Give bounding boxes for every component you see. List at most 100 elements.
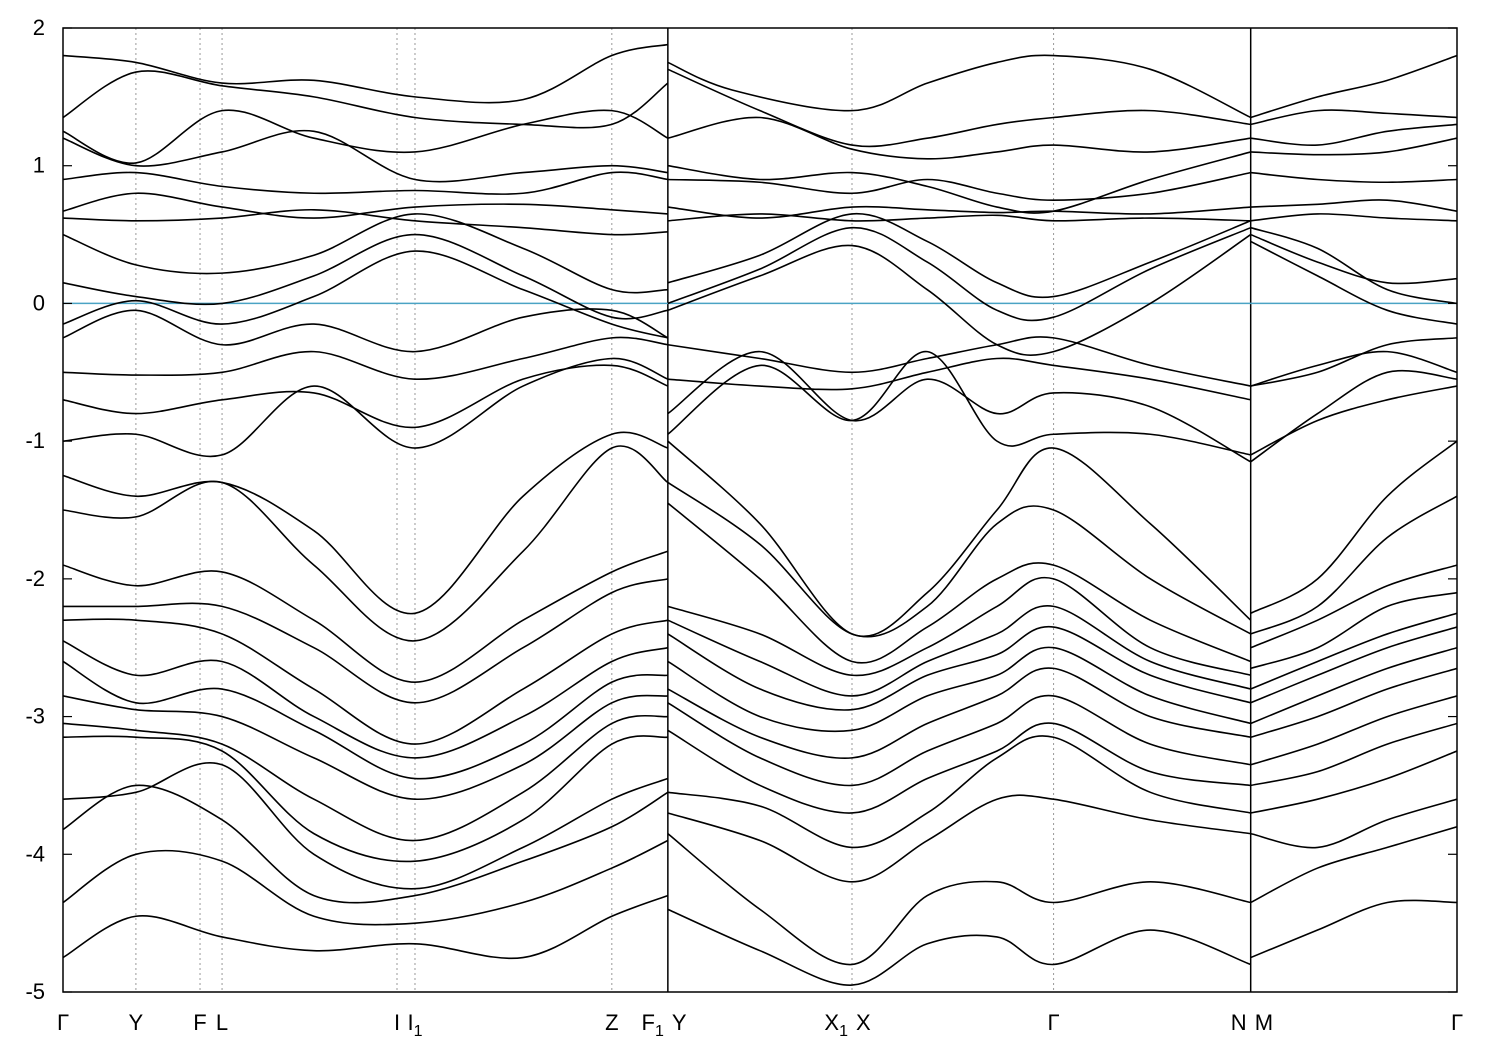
plot-frame [62, 27, 1458, 993]
band-line [63, 550, 669, 683]
band-line [1250, 369, 1457, 463]
x-tick-label: Γ [57, 1010, 69, 1035]
band-line [1250, 722, 1457, 787]
band-line [667, 68, 1251, 148]
band-line [667, 735, 1251, 849]
band-line [63, 839, 669, 926]
band-line [667, 481, 1252, 638]
band-line [1250, 646, 1457, 725]
y-tick-label: 1 [33, 153, 45, 178]
y-tick-label: -2 [25, 566, 45, 591]
band-line [1250, 350, 1457, 387]
band-line [63, 445, 669, 642]
x-tick-label: Y [129, 1010, 144, 1035]
band-line [1250, 199, 1457, 212]
band-line [63, 357, 669, 458]
y-tick-label: 2 [33, 15, 45, 40]
x-axis-ticks: Γ Y F L I I1 Z F1 Y X1 X Γ N M Γ [57, 1010, 1463, 1040]
band-line [667, 833, 1251, 966]
band-line [63, 233, 668, 320]
x-tick-label: F [193, 1010, 206, 1035]
band-line [667, 722, 1251, 814]
band-line [667, 576, 1251, 677]
band-line [667, 694, 1251, 787]
band-line [1250, 337, 1457, 387]
x-tick-label: M [1255, 1010, 1273, 1035]
band-line [1250, 798, 1457, 849]
y-tick-label: -1 [25, 428, 45, 453]
x-tick-label: Γ [1451, 1010, 1463, 1035]
band-line [63, 784, 669, 904]
band-line [1250, 233, 1457, 285]
band-line [1250, 213, 1457, 222]
band-line [63, 735, 668, 863]
band-line [1250, 54, 1457, 119]
y-tick-label: -3 [25, 704, 45, 729]
band-line [1250, 564, 1457, 649]
band-line [1250, 240, 1457, 325]
band-line [1250, 825, 1457, 904]
band-line [667, 233, 1252, 356]
x-tick-label: I [394, 1010, 400, 1035]
y-tick-label: 0 [33, 290, 45, 315]
band-line [667, 205, 1251, 219]
band-line [63, 70, 669, 129]
band-line [1250, 667, 1457, 738]
band-line [63, 213, 668, 294]
band-line [63, 431, 669, 615]
band-line [667, 116, 1251, 160]
band-line [63, 43, 669, 104]
band-line [63, 336, 668, 380]
x-tick-label: N [1231, 1010, 1247, 1035]
y-tick-label: -4 [25, 841, 45, 866]
band-line [667, 350, 1251, 456]
band-line [63, 894, 669, 960]
band-line [1250, 226, 1457, 305]
band-line [63, 308, 669, 353]
band-line [1250, 137, 1457, 156]
band-line [1250, 109, 1457, 126]
band-line [667, 357, 1251, 401]
band-line [1250, 695, 1457, 766]
band-lines [63, 43, 1457, 986]
x-tick-label: Γ [1048, 1010, 1060, 1035]
band-line [667, 908, 1251, 986]
x-tick-label: Z [605, 1010, 618, 1035]
band-line [667, 213, 1251, 299]
band-line [667, 667, 1251, 759]
band-line [1250, 899, 1457, 959]
band-line [667, 54, 1252, 119]
band-line [667, 213, 1251, 222]
band-line [1250, 495, 1457, 635]
band-line [63, 109, 669, 164]
band-line [63, 364, 669, 429]
band-line [1250, 440, 1457, 615]
band-line [63, 578, 669, 704]
band-line [667, 605, 1251, 697]
band-line [667, 794, 1251, 883]
band-line [667, 350, 1252, 463]
band-line [1250, 612, 1457, 690]
band-line [1250, 750, 1457, 814]
band-line [63, 129, 668, 183]
band-line [63, 660, 668, 780]
band-line [63, 694, 668, 801]
band-line [63, 171, 668, 195]
band-line [63, 208, 668, 236]
x-tick-label: X1 [824, 1010, 848, 1040]
y-tick-label: -5 [25, 979, 45, 1004]
band-line [1250, 171, 1457, 184]
band-line [667, 226, 1251, 322]
x-tick-label: X [856, 1010, 871, 1035]
band-line [1250, 123, 1457, 146]
band-line [667, 151, 1251, 214]
band-line [63, 250, 669, 339]
band-line [667, 502, 1251, 664]
band-line [667, 171, 1251, 201]
band-line [667, 626, 1251, 711]
band-line [63, 192, 668, 219]
band-line [63, 762, 669, 890]
segment-break-lines [667, 28, 1252, 992]
band-line [63, 714, 668, 842]
